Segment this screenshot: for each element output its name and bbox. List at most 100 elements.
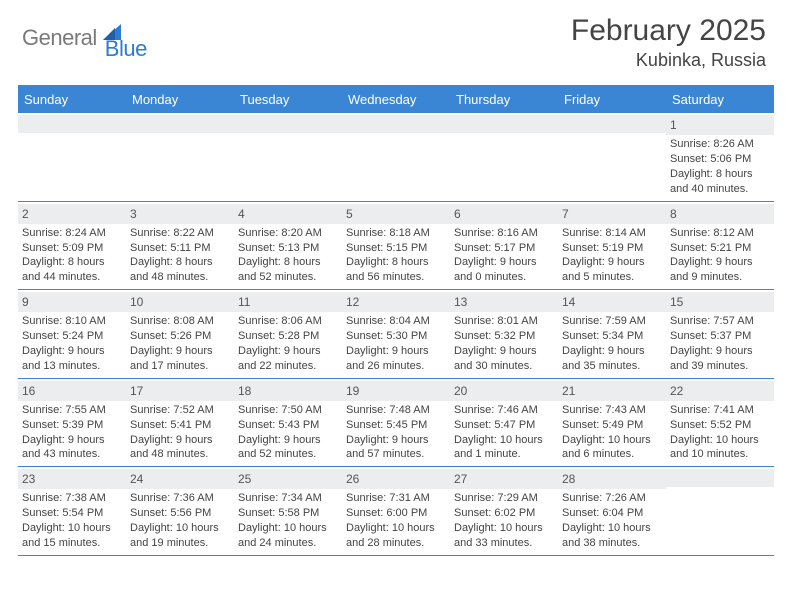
daylight-text: Daylight: 10 hours: [562, 433, 662, 448]
sunset-text: Sunset: 5:30 PM: [346, 329, 446, 344]
logo: General Blue: [22, 14, 147, 62]
day-number: [666, 469, 774, 487]
sunrise-text: Sunrise: 8:04 AM: [346, 314, 446, 329]
day-number: 4: [234, 204, 342, 224]
logo-text-general: General: [22, 25, 97, 51]
daylight-text: Daylight: 10 hours: [562, 521, 662, 536]
day-details: Sunrise: 7:59 AMSunset: 5:34 PMDaylight:…: [562, 314, 662, 373]
weekday-header: Wednesday: [342, 86, 450, 113]
daylight-text: Daylight: 9 hours: [238, 433, 338, 448]
day-details: Sunrise: 7:29 AMSunset: 6:02 PMDaylight:…: [454, 491, 554, 550]
sunset-text: Sunset: 5:58 PM: [238, 506, 338, 521]
calendar-week-row: 23Sunrise: 7:38 AMSunset: 5:54 PMDayligh…: [18, 467, 774, 556]
sunset-text: Sunset: 5:06 PM: [670, 152, 770, 167]
day-details: Sunrise: 8:12 AMSunset: 5:21 PMDaylight:…: [670, 226, 770, 285]
day-number: [126, 115, 234, 133]
daylight-text: Daylight: 10 hours: [22, 521, 122, 536]
sunset-text: Sunset: 5:13 PM: [238, 241, 338, 256]
day-details: Sunrise: 8:10 AMSunset: 5:24 PMDaylight:…: [22, 314, 122, 373]
calendar-table: Sunday Monday Tuesday Wednesday Thursday…: [18, 85, 774, 556]
day-details: Sunrise: 8:14 AMSunset: 5:19 PMDaylight:…: [562, 226, 662, 285]
sunrise-text: Sunrise: 7:59 AM: [562, 314, 662, 329]
sunset-text: Sunset: 5:17 PM: [454, 241, 554, 256]
weekday-header: Monday: [126, 86, 234, 113]
day-details: Sunrise: 8:18 AMSunset: 5:15 PMDaylight:…: [346, 226, 446, 285]
sunset-text: Sunset: 6:00 PM: [346, 506, 446, 521]
calendar-cell: 4Sunrise: 8:20 AMSunset: 5:13 PMDaylight…: [234, 201, 342, 290]
daylight-text: and 57 minutes.: [346, 447, 446, 462]
weekday-header: Thursday: [450, 86, 558, 113]
sunrise-text: Sunrise: 7:50 AM: [238, 403, 338, 418]
daylight-text: and 10 minutes.: [670, 447, 770, 462]
day-number: 16: [18, 381, 126, 401]
daylight-text: Daylight: 8 hours: [130, 255, 230, 270]
daylight-text: and 48 minutes.: [130, 270, 230, 285]
sunset-text: Sunset: 5:24 PM: [22, 329, 122, 344]
sunset-text: Sunset: 5:26 PM: [130, 329, 230, 344]
daylight-text: and 26 minutes.: [346, 359, 446, 374]
daylight-text: Daylight: 9 hours: [22, 433, 122, 448]
calendar-cell: 11Sunrise: 8:06 AMSunset: 5:28 PMDayligh…: [234, 290, 342, 379]
sunset-text: Sunset: 5:15 PM: [346, 241, 446, 256]
day-details: Sunrise: 8:20 AMSunset: 5:13 PMDaylight:…: [238, 226, 338, 285]
day-number: 25: [234, 469, 342, 489]
sunrise-text: Sunrise: 7:57 AM: [670, 314, 770, 329]
daylight-text: Daylight: 9 hours: [346, 344, 446, 359]
day-details: Sunrise: 7:55 AMSunset: 5:39 PMDaylight:…: [22, 403, 122, 462]
sunrise-text: Sunrise: 7:41 AM: [670, 403, 770, 418]
sunrise-text: Sunrise: 7:31 AM: [346, 491, 446, 506]
sunrise-text: Sunrise: 7:34 AM: [238, 491, 338, 506]
daylight-text: and 24 minutes.: [238, 536, 338, 551]
sunrise-text: Sunrise: 7:29 AM: [454, 491, 554, 506]
day-number: [450, 115, 558, 133]
sunrise-text: Sunrise: 7:48 AM: [346, 403, 446, 418]
daylight-text: Daylight: 10 hours: [238, 521, 338, 536]
calendar-cell: [234, 113, 342, 201]
day-number: 11: [234, 292, 342, 312]
daylight-text: and 33 minutes.: [454, 536, 554, 551]
sunrise-text: Sunrise: 8:24 AM: [22, 226, 122, 241]
daylight-text: Daylight: 9 hours: [562, 255, 662, 270]
daylight-text: and 19 minutes.: [130, 536, 230, 551]
day-details: Sunrise: 8:16 AMSunset: 5:17 PMDaylight:…: [454, 226, 554, 285]
daylight-text: Daylight: 9 hours: [238, 344, 338, 359]
calendar-week-row: 9Sunrise: 8:10 AMSunset: 5:24 PMDaylight…: [18, 290, 774, 379]
day-number: 18: [234, 381, 342, 401]
weekday-header: Tuesday: [234, 86, 342, 113]
day-details: Sunrise: 8:06 AMSunset: 5:28 PMDaylight:…: [238, 314, 338, 373]
sunset-text: Sunset: 6:04 PM: [562, 506, 662, 521]
daylight-text: Daylight: 9 hours: [670, 344, 770, 359]
day-number: 22: [666, 381, 774, 401]
sunset-text: Sunset: 5:32 PM: [454, 329, 554, 344]
day-number: 8: [666, 204, 774, 224]
calendar-cell: 15Sunrise: 7:57 AMSunset: 5:37 PMDayligh…: [666, 290, 774, 379]
day-number: 2: [18, 204, 126, 224]
day-number: 23: [18, 469, 126, 489]
calendar-cell: 25 Sunrise: 7:34 AMSunset: 5:58 PMDayligh…: [234, 467, 342, 556]
daylight-text: Daylight: 9 hours: [454, 255, 554, 270]
daylight-text: Daylight: 8 hours: [670, 167, 770, 182]
page-title: February 2025: [571, 14, 766, 48]
daylight-text: and 5 minutes.: [562, 270, 662, 285]
day-number: [234, 115, 342, 133]
day-number: 3: [126, 204, 234, 224]
sunset-text: Sunset: 5:28 PM: [238, 329, 338, 344]
sunset-text: Sunset: 5:34 PM: [562, 329, 662, 344]
day-details: Sunrise: 7:36 AMSunset: 5:56 PMDaylight:…: [130, 491, 230, 550]
sunrise-text: Sunrise: 8:14 AM: [562, 226, 662, 241]
sunrise-text: Sunrise: 7:46 AM: [454, 403, 554, 418]
day-number: 14: [558, 292, 666, 312]
day-number: [558, 115, 666, 133]
logo-text-blue: Blue: [105, 36, 147, 62]
calendar-cell: 16Sunrise: 7:55 AMSunset: 5:39 PMDayligh…: [18, 378, 126, 467]
weekday-header: Friday: [558, 86, 666, 113]
weekday-header: Sunday: [18, 86, 126, 113]
day-number: 24: [126, 469, 234, 489]
daylight-text: and 17 minutes.: [130, 359, 230, 374]
sunset-text: Sunset: 5:43 PM: [238, 418, 338, 433]
day-details: Sunrise: 8:01 AMSunset: 5:32 PMDaylight:…: [454, 314, 554, 373]
day-details: Sunrise: 7:46 AMSunset: 5:47 PMDaylight:…: [454, 403, 554, 462]
sunset-text: Sunset: 5:19 PM: [562, 241, 662, 256]
daylight-text: Daylight: 10 hours: [130, 521, 230, 536]
daylight-text: Daylight: 8 hours: [238, 255, 338, 270]
